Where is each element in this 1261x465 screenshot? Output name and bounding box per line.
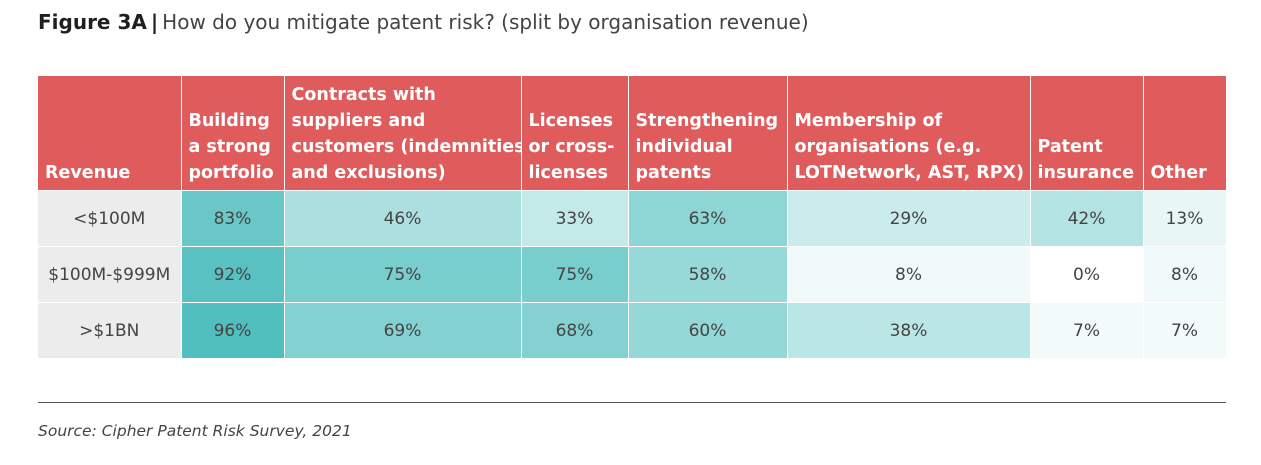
heat-cell: 60% <box>628 302 788 358</box>
figure-question: How do you mitigate patent risk? (split … <box>162 10 809 34</box>
header-patent-insurance: Patent insurance <box>1030 76 1144 191</box>
table-row: <$100M 83% 46% 33% 63% 29% 42% 13% <box>38 190 1227 247</box>
table-row: >$1BN 96% 69% 68% 60% 38% 7% 7% <box>38 302 1227 358</box>
heat-cell: 7% <box>1143 302 1227 358</box>
heat-cell: 63% <box>628 190 788 247</box>
heat-cell: 58% <box>628 246 788 303</box>
header-building-portfolio: Building a strong portfolio <box>181 76 285 191</box>
heat-cell: 75% <box>521 246 629 303</box>
revenue-label: $100M-$999M <box>38 246 182 303</box>
heat-cell: 46% <box>284 190 522 247</box>
heat-cell: 75% <box>284 246 522 303</box>
heat-cell: 42% <box>1030 190 1144 247</box>
heat-cell: 83% <box>181 190 285 247</box>
header-membership: Membership of organisations (e.g. LOTNetwo… <box>787 76 1031 191</box>
heat-cell: 96% <box>181 302 285 358</box>
header-licenses: Licenses or cross-licenses <box>521 76 629 191</box>
heat-cell: 68% <box>521 302 629 358</box>
heat-cell: 8% <box>1143 246 1227 303</box>
heat-cell: 0% <box>1030 246 1144 303</box>
heatmap-body: <$100M 83% 46% 33% 63% 29% 42% 13% $100M-$999M 92… <box>38 190 1227 358</box>
heatmap-table: Revenue Building a strong portfolio Contra… <box>38 76 1227 358</box>
heat-cell: 92% <box>181 246 285 303</box>
heat-cell: 7% <box>1030 302 1144 358</box>
figure-title: Figure 3A | How do you mitigate patent ris… <box>38 10 809 34</box>
table-row: $100M-$999M 92% 75% 75% 58% 8% 0% 8% <box>38 246 1227 303</box>
header-other: Other <box>1143 76 1226 191</box>
heat-cell: 38% <box>787 302 1031 358</box>
revenue-label: >$1BN <box>38 302 182 358</box>
heat-cell: 13% <box>1143 190 1227 247</box>
title-separator: | <box>150 10 159 34</box>
header-revenue: Revenue <box>38 76 182 191</box>
source-note: Source: Cipher Patent Risk Survey, 2021 <box>38 422 352 440</box>
heat-cell: 33% <box>521 190 629 247</box>
header-row: Revenue Building a strong portfolio Contra… <box>38 76 1226 191</box>
heat-cell: 29% <box>787 190 1031 247</box>
source-divider <box>38 402 1226 403</box>
heat-cell: 69% <box>284 302 522 358</box>
header-strengthening-patents: Strengthening individual patents <box>628 76 788 191</box>
revenue-label: <$100M <box>38 190 182 247</box>
heat-cell: 8% <box>787 246 1031 303</box>
figure-label: Figure 3A <box>38 10 147 34</box>
header-contracts: Contracts with suppliers and customers (in… <box>284 76 522 191</box>
